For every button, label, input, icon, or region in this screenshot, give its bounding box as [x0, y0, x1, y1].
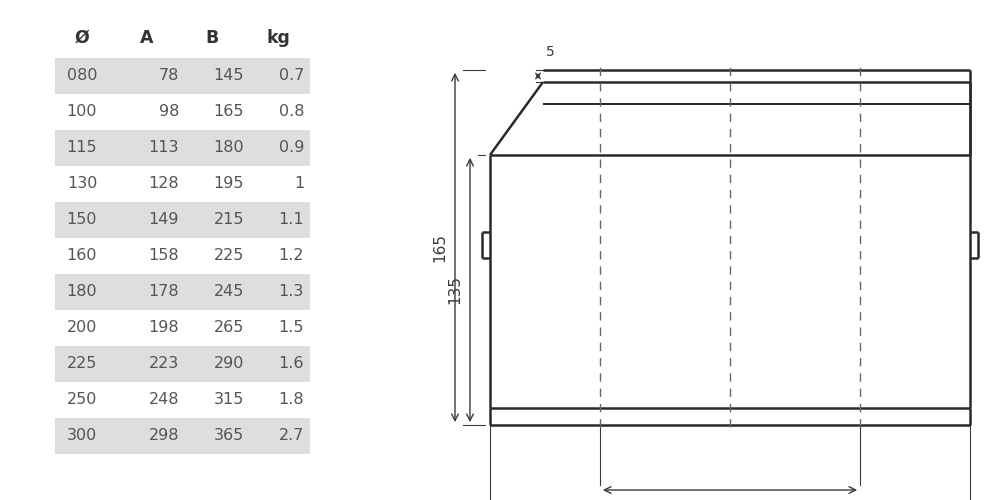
Text: 315: 315: [214, 392, 244, 407]
Text: 250: 250: [67, 392, 97, 407]
Text: 180: 180: [213, 140, 244, 156]
Text: A: A: [140, 29, 154, 47]
Text: 0.7: 0.7: [279, 68, 304, 84]
Text: 1.2: 1.2: [278, 248, 304, 264]
Text: 1.1: 1.1: [278, 212, 304, 228]
Text: 2.7: 2.7: [279, 428, 304, 444]
Text: 180: 180: [67, 284, 97, 300]
Text: 0.8: 0.8: [278, 104, 304, 120]
Bar: [55, 346, 310, 382]
Text: 78: 78: [159, 68, 179, 84]
Text: 165: 165: [432, 233, 448, 262]
Bar: [55, 274, 310, 310]
Text: 1.6: 1.6: [278, 356, 304, 372]
Text: 195: 195: [214, 176, 244, 192]
Bar: [55, 418, 310, 454]
Text: 198: 198: [148, 320, 179, 336]
Text: 165: 165: [214, 104, 244, 120]
Text: 160: 160: [67, 248, 97, 264]
Text: 178: 178: [148, 284, 179, 300]
Text: 98: 98: [159, 104, 179, 120]
Text: 200: 200: [67, 320, 97, 336]
Bar: [55, 58, 310, 94]
Text: 128: 128: [148, 176, 179, 192]
Text: 145: 145: [214, 68, 244, 84]
Text: kg: kg: [266, 29, 290, 47]
Text: 265: 265: [214, 320, 244, 336]
Text: 290: 290: [214, 356, 244, 372]
Text: 113: 113: [148, 140, 179, 156]
Text: 225: 225: [214, 248, 244, 264]
Bar: [55, 202, 310, 238]
Text: 365: 365: [214, 428, 244, 444]
Text: B: B: [205, 29, 219, 47]
Text: 1.5: 1.5: [278, 320, 304, 336]
Text: 5: 5: [546, 45, 554, 59]
Text: 158: 158: [148, 248, 179, 264]
Text: 115: 115: [67, 140, 97, 156]
Text: 298: 298: [148, 428, 179, 444]
Text: 248: 248: [148, 392, 179, 407]
Text: 150: 150: [67, 212, 97, 228]
Text: 1.8: 1.8: [278, 392, 304, 407]
Text: 1.3: 1.3: [279, 284, 304, 300]
Text: 223: 223: [149, 356, 179, 372]
Text: 100: 100: [67, 104, 97, 120]
Text: 149: 149: [148, 212, 179, 228]
Text: 300: 300: [67, 428, 97, 444]
Text: 0.9: 0.9: [279, 140, 304, 156]
Text: 1: 1: [294, 176, 304, 192]
Text: 225: 225: [67, 356, 97, 372]
Bar: [55, 130, 310, 166]
Text: 135: 135: [448, 276, 462, 304]
Text: 215: 215: [214, 212, 244, 228]
Text: 130: 130: [67, 176, 97, 192]
Text: 245: 245: [214, 284, 244, 300]
Text: 080: 080: [67, 68, 97, 84]
Text: Ø: Ø: [75, 29, 89, 47]
